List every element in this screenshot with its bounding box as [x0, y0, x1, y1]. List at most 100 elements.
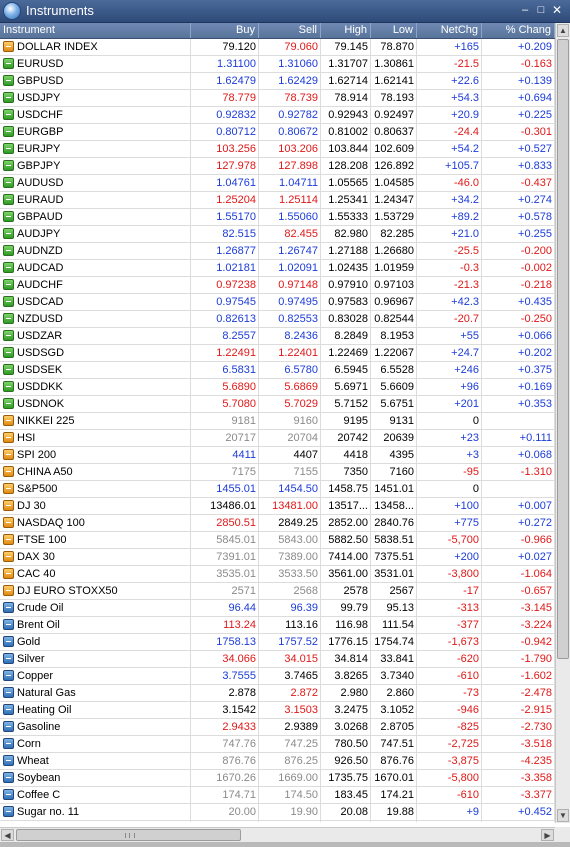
instrument-cell[interactable]: GBPJPY: [0, 158, 191, 174]
currency-pair-icon[interactable]: [3, 330, 14, 341]
currency-pair-icon[interactable]: [3, 347, 14, 358]
index-icon[interactable]: [3, 449, 14, 460]
minimize-button[interactable]: –: [521, 4, 529, 16]
currency-pair-icon[interactable]: [3, 92, 14, 103]
column-header-pct-change[interactable]: % Chang: [482, 23, 555, 38]
instrument-cell[interactable]: S&P500: [0, 481, 191, 497]
commodity-icon[interactable]: [3, 721, 14, 732]
instrument-cell[interactable]: AUDNZD: [0, 243, 191, 259]
instrument-cell[interactable]: EURUSD: [0, 56, 191, 72]
instrument-cell[interactable]: AUDUSD: [0, 175, 191, 191]
commodity-icon[interactable]: [3, 755, 14, 766]
column-header-netchg[interactable]: NetChg: [417, 23, 482, 38]
table-row[interactable]: DJ EURO STOXX50 2571 2568 2578 2567 -17 -0.657: [0, 583, 555, 600]
table-row[interactable]: Brent Oil 113.24 113.16 116.98 111.54 -377 -3.…: [0, 617, 555, 634]
commodity-icon[interactable]: [3, 704, 14, 715]
column-header-low[interactable]: Low: [371, 23, 417, 38]
instrument-cell[interactable]: CHINA A50: [0, 464, 191, 480]
table-row[interactable]: EURJPY 103.256 103.206 103.844 102.609 +54.2 +…: [0, 141, 555, 158]
commodity-icon[interactable]: [3, 806, 14, 817]
commodity-icon[interactable]: [3, 687, 14, 698]
instrument-cell[interactable]: Gold: [0, 634, 191, 650]
table-row[interactable]: USDCHF 0.92832 0.92782 0.92943 0.92497 +20.9 +…: [0, 107, 555, 124]
vertical-scrollbar[interactable]: ▲ ▼: [555, 23, 570, 823]
instrument-cell[interactable]: NZDUSD: [0, 311, 191, 327]
instrument-cell[interactable]: USDZAR: [0, 328, 191, 344]
table-row[interactable]: USDNOK 5.7080 5.7029 5.7152 5.6751 +201 +0.353: [0, 396, 555, 413]
instrument-cell[interactable]: Silver: [0, 651, 191, 667]
index-icon[interactable]: [3, 483, 14, 494]
title-bar[interactable]: Instruments – □ ✕: [0, 0, 570, 23]
currency-pair-icon[interactable]: [3, 58, 14, 69]
instrument-cell[interactable]: Soybean: [0, 770, 191, 786]
instrument-cell[interactable]: Crude Oil: [0, 600, 191, 616]
column-header-high[interactable]: High: [321, 23, 371, 38]
index-icon[interactable]: [3, 534, 14, 545]
table-row[interactable]: Heating Oil 3.1542 3.1503 3.2475 3.1052 -946-…: [0, 702, 555, 719]
column-header-buy[interactable]: Buy: [191, 23, 259, 38]
table-row[interactable]: EURGBP 0.80712 0.80672 0.81002 0.80637 -24.4-…: [0, 124, 555, 141]
table-row[interactable]: USDJPY 78.779 78.739 78.914 78.193 +54.3 +0.69…: [0, 90, 555, 107]
table-row[interactable]: EURAUD 1.25204 1.25114 1.25341 1.24347 +34.2 +…: [0, 192, 555, 209]
index-icon[interactable]: [3, 432, 14, 443]
table-row[interactable]: Gold 1758.13 1757.52 1776.15 1754.74 -1,673 -0…: [0, 634, 555, 651]
table-row[interactable]: SPI 200 4411 4407 4418 4395 +3 +0.068: [0, 447, 555, 464]
instrument-cell[interactable]: AUDJPY: [0, 226, 191, 242]
currency-pair-icon[interactable]: [3, 177, 14, 188]
currency-pair-icon[interactable]: [3, 194, 14, 205]
currency-pair-icon[interactable]: [3, 75, 14, 86]
currency-pair-icon[interactable]: [3, 143, 14, 154]
table-row[interactable]: AUDJPY 82.515 82.455 82.980 82.285 +21.0 +0.25…: [0, 226, 555, 243]
instrument-cell[interactable]: DOLLAR INDEX: [0, 39, 191, 55]
index-icon[interactable]: [3, 500, 14, 511]
table-row[interactable]: EURUSD 1.31100 1.31060 1.31707 1.30861 -21.5-…: [0, 56, 555, 73]
currency-pair-icon[interactable]: [3, 364, 14, 375]
table-row[interactable]: Wheat 876.76 876.25 926.50 876.76 -3,875 -4.23…: [0, 753, 555, 770]
table-row[interactable]: Corn 747.76 747.25 780.50 747.51 -2,725 -3.518: [0, 736, 555, 753]
table-row[interactable]: AUDNZD 1.26877 1.26747 1.27188 1.26680 -25.5-…: [0, 243, 555, 260]
instrument-cell[interactable]: Heating Oil: [0, 702, 191, 718]
table-row[interactable]: Gasoline 2.9433 2.9389 3.0268 2.8705 -825 -2.7…: [0, 719, 555, 736]
commodity-icon[interactable]: [3, 602, 14, 613]
table-row[interactable]: S&P500 1455.01 1454.50 1458.75 1451.01 0: [0, 481, 555, 498]
currency-pair-icon[interactable]: [3, 109, 14, 120]
instrument-cell[interactable]: CAC 40: [0, 566, 191, 582]
instrument-cell[interactable]: DJ 30: [0, 498, 191, 514]
horizontal-scroll-thumb[interactable]: [16, 829, 241, 841]
commodity-icon[interactable]: [3, 772, 14, 783]
instrument-cell[interactable]: USDSEK: [0, 362, 191, 378]
instrument-cell[interactable]: Brent Oil: [0, 617, 191, 633]
table-row[interactable]: AUDCAD 1.02181 1.02091 1.02435 1.01959 -0.3 -0…: [0, 260, 555, 277]
instrument-cell[interactable]: Sugar no. 11: [0, 804, 191, 820]
table-row[interactable]: 5 Year US T-Notes124.12124.08124.22124.1…: [0, 821, 555, 822]
table-row[interactable]: Soybean 1670.26 1669.00 1735.75 1670.01 -5,80…: [0, 770, 555, 787]
table-row[interactable]: Copper 3.7555 3.7465 3.8265 3.7340 -610 -1.602: [0, 668, 555, 685]
table-row[interactable]: FTSE 100 5845.01 5843.00 5882.50 5838.51 -5,7…: [0, 532, 555, 549]
commodity-icon[interactable]: [3, 619, 14, 630]
table-row[interactable]: GBPAUD 1.55170 1.55060 1.55333 1.53729 +89.2 +…: [0, 209, 555, 226]
instrument-cell[interactable]: USDCHF: [0, 107, 191, 123]
maximize-button[interactable]: □: [537, 4, 545, 16]
index-icon[interactable]: [3, 41, 14, 52]
currency-pair-icon[interactable]: [3, 228, 14, 239]
index-icon[interactable]: [3, 517, 14, 528]
commodity-icon[interactable]: [3, 789, 14, 800]
table-row[interactable]: USDDKK 5.6890 5.6869 5.6971 5.6609 +96 +0.169: [0, 379, 555, 396]
index-icon[interactable]: [3, 568, 14, 579]
table-row[interactable]: Natural Gas 2.878 2.872 2.980 2.860 -73 -2.478: [0, 685, 555, 702]
currency-pair-icon[interactable]: [3, 279, 14, 290]
index-icon[interactable]: [3, 466, 14, 477]
instrument-cell[interactable]: USDNOK: [0, 396, 191, 412]
scroll-left-arrow-icon[interactable]: ◀: [1, 829, 14, 841]
table-row[interactable]: CAC 40 3535.01 3533.50 3561.00 3531.01 -3,800…: [0, 566, 555, 583]
currency-pair-icon[interactable]: [3, 296, 14, 307]
instrument-cell[interactable]: EURJPY: [0, 141, 191, 157]
table-row[interactable]: AUDUSD 1.04761 1.04711 1.05565 1.04585 -46.0-…: [0, 175, 555, 192]
commodity-icon[interactable]: [3, 670, 14, 681]
instrument-cell[interactable]: NASDAQ 100: [0, 515, 191, 531]
commodity-icon[interactable]: [3, 738, 14, 749]
table-row[interactable]: DJ 30 13486.01 13481.00 13517... 13458... +10…: [0, 498, 555, 515]
currency-pair-icon[interactable]: [3, 381, 14, 392]
currency-pair-icon[interactable]: [3, 398, 14, 409]
table-row[interactable]: CHINA A50 7175 7155 7350 7160 -95 -1.310: [0, 464, 555, 481]
